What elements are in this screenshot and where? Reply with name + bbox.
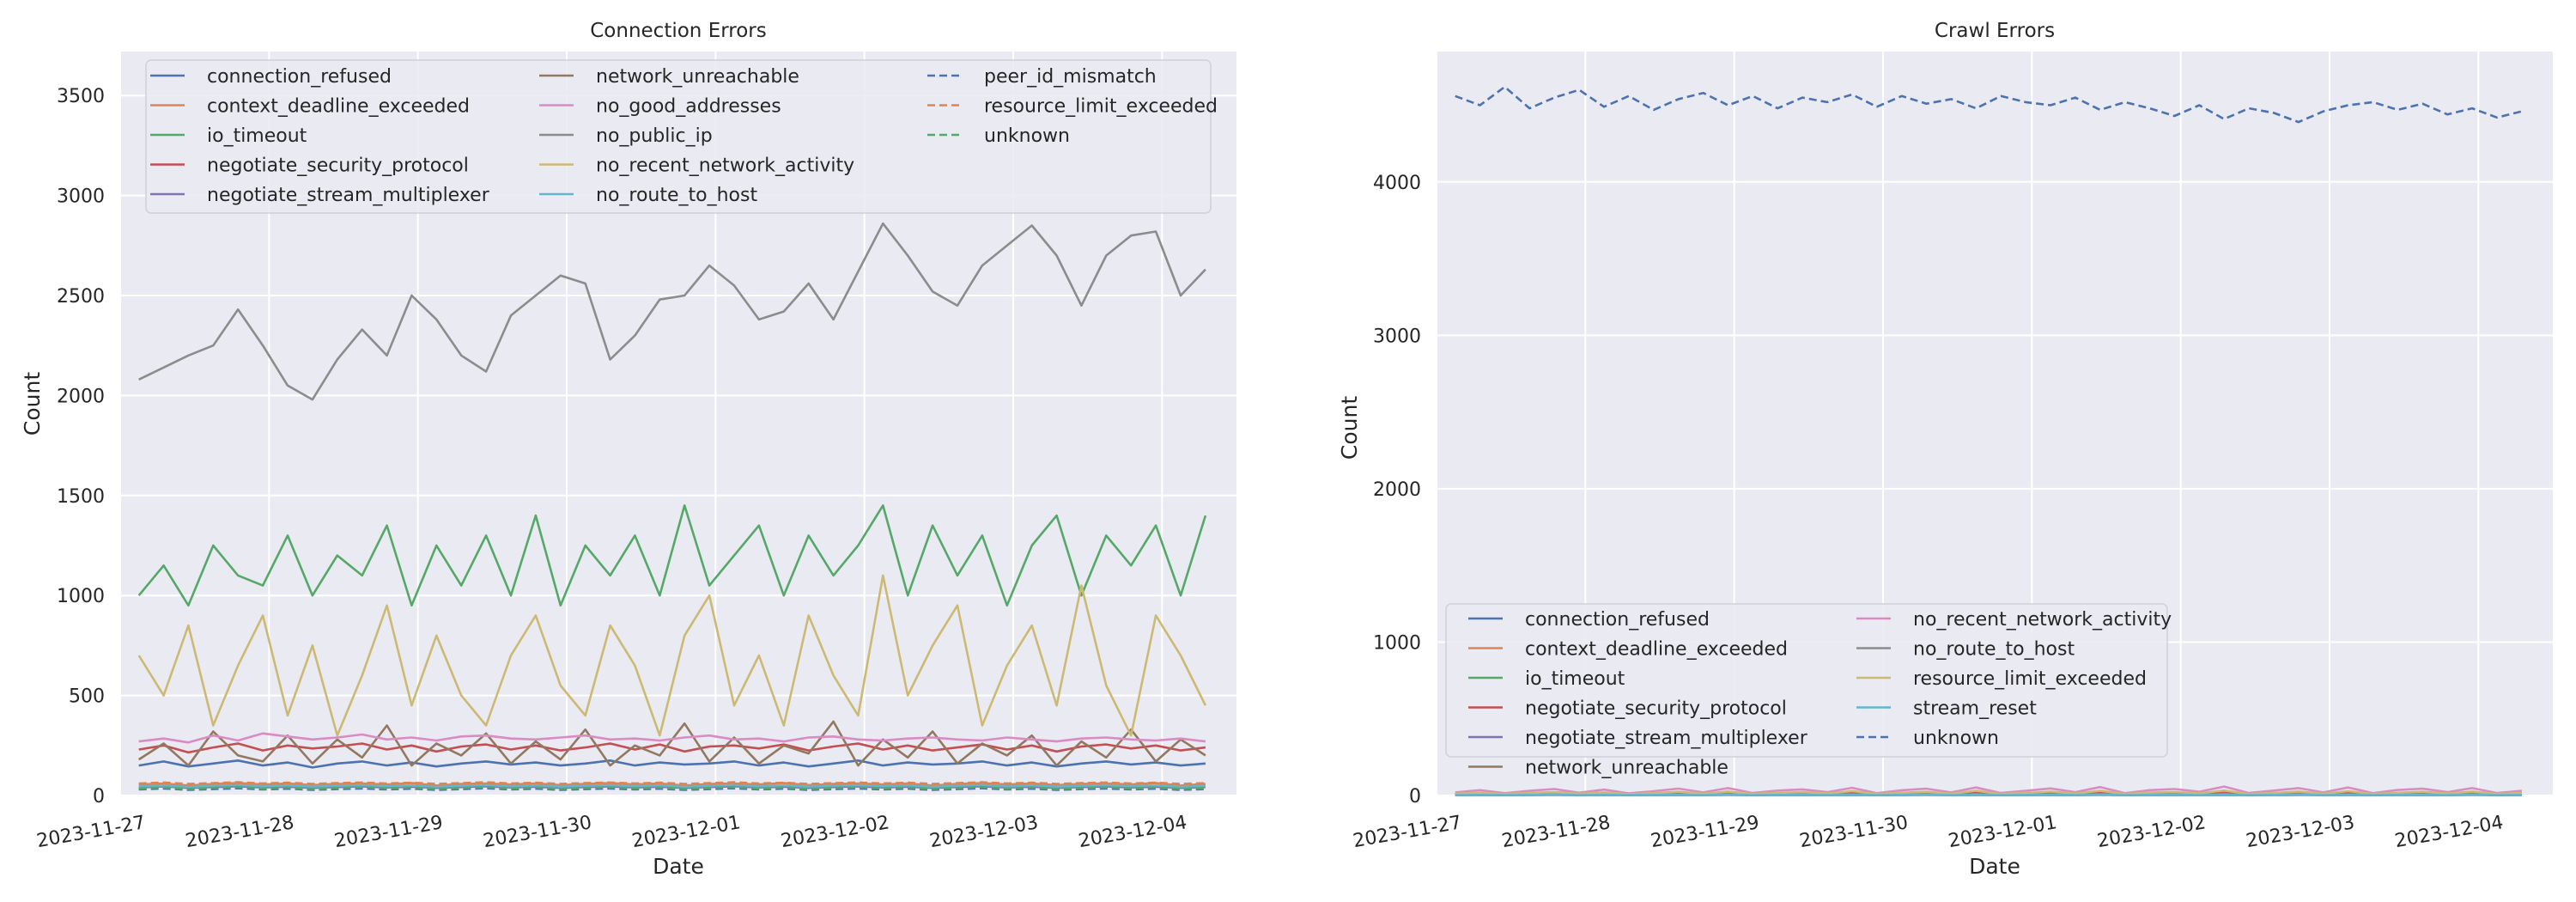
series-line-unknown — [1455, 85, 2523, 124]
x-tick-label: 2023-11-29 — [332, 812, 444, 852]
x-tick-label: 2023-11-28 — [1500, 812, 1612, 852]
x-tick-label: 2023-11-30 — [482, 812, 593, 852]
x-tick-label: 2023-11-29 — [1649, 812, 1760, 852]
series-line-no-recent-network-activity — [137, 574, 1207, 737]
legend-label: io_timeout — [207, 125, 307, 147]
y-tick-label: 3500 — [57, 86, 105, 107]
legend-label: stream_reset — [1913, 698, 2037, 720]
y-axis-label: Count — [20, 372, 45, 436]
legend-label: no_good_addresses — [596, 96, 781, 118]
x-tick-label: 2023-12-03 — [2245, 812, 2356, 852]
legend-label: no_recent_network_activity — [1913, 609, 2172, 631]
legend-label: resource_limit_exceeded — [1913, 668, 2147, 690]
y-tick-label: 1500 — [57, 486, 105, 508]
chart-title: Crawl Errors — [1935, 20, 2055, 42]
legend-label: negotiate_stream_multiplexer — [1525, 728, 1808, 749]
y-tick-label: 500 — [69, 686, 105, 708]
x-axis-label: Date — [1969, 854, 2020, 879]
x-tick-label: 2023-12-02 — [2095, 812, 2207, 852]
y-axis-label: Count — [1337, 396, 1362, 460]
crawl-errors-chart: Crawl Errors Count Date 0 1000 2000 3000 400… — [1337, 20, 2553, 879]
y-tick-label: 3000 — [57, 186, 105, 208]
legend-label: io_timeout — [1525, 668, 1625, 690]
x-tick-label: 2023-12-03 — [928, 812, 1040, 852]
legend-label: network_unreachable — [1525, 758, 1728, 779]
legend-label: negotiate_security_protocol — [207, 155, 469, 177]
series-line-no-good-addresses — [138, 732, 1206, 744]
x-axis-label: Date — [653, 854, 704, 879]
legend-label: connection_refused — [207, 66, 392, 88]
x-tick-label: 2023-12-01 — [630, 812, 742, 852]
x-tick-label: 2023-12-04 — [1077, 812, 1188, 852]
y-tick-label: 4000 — [1373, 173, 1421, 194]
series-line-connection-refused — [138, 759, 1206, 769]
chart-title: Connection Errors — [590, 20, 767, 42]
legend-label: no_public_ip — [596, 125, 713, 147]
connection-errors-chart: Connection Errors Count Date 0 500 1000 150… — [20, 20, 1236, 879]
legend-label: peer_id_mismatch — [984, 66, 1157, 88]
legend-label: no_recent_network_activity — [596, 155, 854, 177]
series-line-no-route-to-host — [138, 783, 1206, 789]
y-tick-label: 0 — [93, 786, 105, 808]
legend-label: negotiate_stream_multiplexer — [207, 185, 490, 206]
legend-label: resource_limit_exceeded — [984, 96, 1218, 118]
series-line-no-public-ip — [138, 222, 1206, 401]
legend-label: no_route_to_host — [1913, 639, 2075, 661]
y-tick-label: 2000 — [57, 386, 105, 407]
legend-label: unknown — [984, 125, 1070, 147]
legend-label: negotiate_security_protocol — [1525, 698, 1787, 720]
legend-label: no_route_to_host — [596, 185, 757, 206]
legend-label: unknown — [1913, 728, 1999, 749]
x-tick-label: 2023-12-01 — [1947, 812, 2058, 852]
series-line-resource-limit-exceeded — [138, 781, 1206, 785]
x-tick-label: 2023-11-27 — [1352, 812, 1463, 852]
legend-label: context_deadline_exceeded — [207, 96, 470, 118]
x-tick-label: 2023-12-04 — [2393, 812, 2505, 852]
x-tick-label: 2023-11-30 — [1798, 812, 1910, 852]
y-tick-label: 0 — [1409, 786, 1421, 808]
series-line-unknown — [138, 785, 1206, 790]
legend — [1445, 603, 2168, 758]
series-line-context-deadline-exceeded — [138, 782, 1206, 787]
legend-label: network_unreachable — [596, 66, 799, 88]
y-tick-label: 1000 — [1373, 632, 1421, 654]
series-line-negotiate-security-protocol — [138, 742, 1206, 754]
y-tick-label: 2000 — [1373, 479, 1421, 501]
x-tick-label: 2023-11-27 — [35, 812, 147, 852]
legend — [145, 59, 1212, 214]
x-tick-label: 2023-12-02 — [779, 812, 890, 852]
y-tick-label: 3000 — [1373, 326, 1421, 347]
legend-label: context_deadline_exceeded — [1525, 639, 1788, 661]
y-tick-label: 2500 — [57, 286, 105, 308]
legend-label: connection_refused — [1525, 609, 1710, 631]
series-line-io-timeout — [137, 504, 1207, 607]
x-tick-label: 2023-11-28 — [184, 812, 295, 852]
y-tick-label: 1000 — [57, 586, 105, 607]
